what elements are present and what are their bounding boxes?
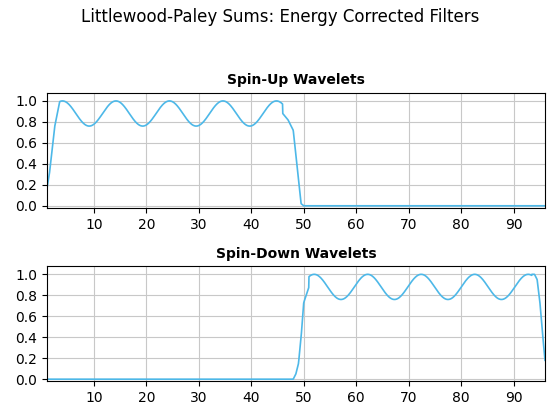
Title: Spin-Up Wavelets: Spin-Up Wavelets (227, 73, 365, 87)
Text: Littlewood-Paley Sums: Energy Corrected Filters: Littlewood-Paley Sums: Energy Corrected … (81, 8, 479, 26)
Title: Spin-Down Wavelets: Spin-Down Wavelets (216, 247, 376, 260)
